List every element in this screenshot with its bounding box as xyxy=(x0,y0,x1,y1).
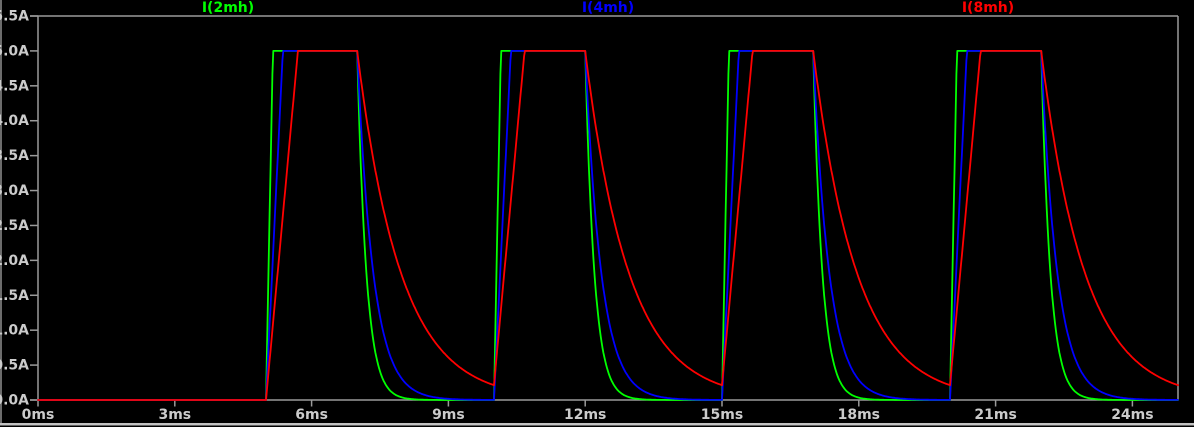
y-tick-label: 5.0A xyxy=(0,43,29,59)
y-tick-label: 1.0A xyxy=(0,323,29,339)
x-tick-label: 24ms xyxy=(1111,407,1153,423)
y-tick-label: 3.5A xyxy=(0,148,29,164)
y-tick-label: 5.5A xyxy=(0,9,29,25)
x-tick-label: 9ms xyxy=(432,407,465,423)
trace-i4mh[interactable] xyxy=(37,50,1179,401)
window-bottom-edge xyxy=(0,423,1194,426)
y-tick-label: 4.5A xyxy=(0,78,29,94)
x-tick-label: 12ms xyxy=(564,407,606,423)
y-tick-label: 0.0A xyxy=(0,393,29,409)
x-tick-label: 18ms xyxy=(838,407,880,423)
x-tick-label: 3ms xyxy=(158,407,191,423)
x-tick-label: 15ms xyxy=(701,407,743,423)
y-tick-label: 1.5A xyxy=(0,288,29,304)
legend-trace-i2mh[interactable]: I(2mh) xyxy=(201,0,255,16)
x-tick-label: 6ms xyxy=(295,407,328,423)
y-tick-label: 2.5A xyxy=(0,218,29,234)
x-tick-label: 0ms xyxy=(22,407,55,423)
trace-i8mh[interactable] xyxy=(37,50,1179,401)
trace-i2mh[interactable] xyxy=(37,50,1179,401)
y-tick-label: 2.0A xyxy=(0,253,29,269)
y-tick-label: 4.0A xyxy=(0,113,29,129)
x-tick-label: 21ms xyxy=(974,407,1016,423)
y-tick-label: 0.5A xyxy=(0,358,29,374)
legend-trace-i8mh[interactable]: I(8mh) xyxy=(961,0,1015,16)
y-tick-label: 3.0A xyxy=(0,183,29,199)
legend-trace-i4mh[interactable]: I(4mh) xyxy=(581,0,635,16)
